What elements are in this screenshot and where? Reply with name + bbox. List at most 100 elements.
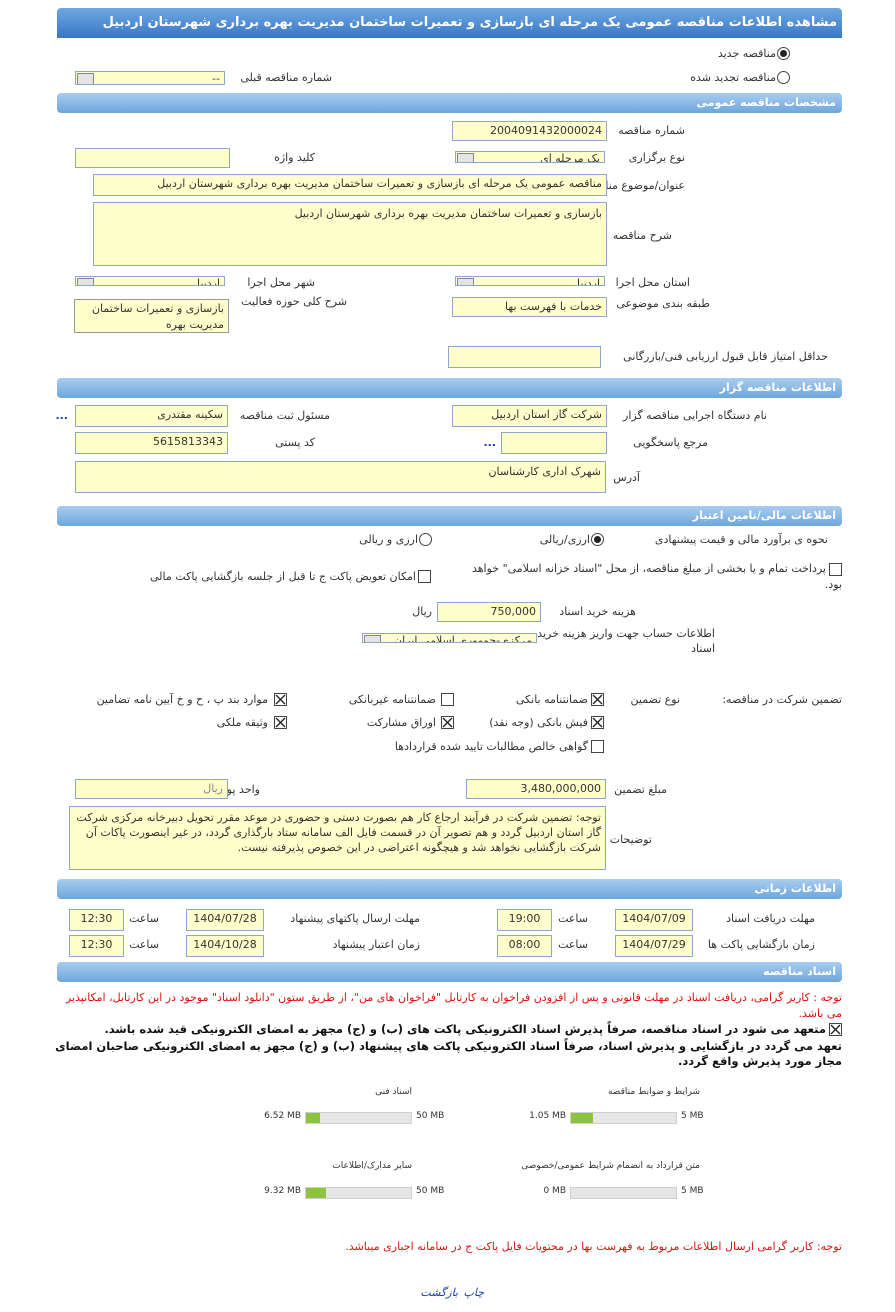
file-bar-track xyxy=(305,1187,412,1199)
select-button xyxy=(77,73,94,84)
input-box[interactable]: 2004091432000024 xyxy=(452,121,607,141)
file-bar-track xyxy=(305,1112,412,1124)
checkbox[interactable] xyxy=(441,716,454,729)
field-label: حداقل امتیاز قابل قبول ارزیابی فنی/بازرگ… xyxy=(623,350,828,363)
input-box[interactable]: سکینه مقتدری xyxy=(75,405,228,427)
field-label: اسناد فنی xyxy=(375,1087,412,1097)
input-box[interactable] xyxy=(75,148,230,168)
select-button xyxy=(77,278,94,285)
checkbox[interactable] xyxy=(591,693,604,706)
input-box[interactable]: بازسازی و تعمیرات ساختمان مدیریت بهره xyxy=(74,299,229,333)
field-label: فیش بانکی (وجه نقد) xyxy=(489,716,588,729)
select-box[interactable]: یک مرحله ای xyxy=(455,151,605,163)
radio[interactable] xyxy=(777,47,790,60)
radio[interactable] xyxy=(419,533,432,546)
field-label: وثیقه ملکی xyxy=(216,716,268,729)
input-box[interactable] xyxy=(448,346,601,368)
input-box[interactable]: 12:30 xyxy=(69,935,124,957)
field-label: مناقصه تجدید شده xyxy=(690,71,776,84)
field-label: ضمانتنامه غیربانکی xyxy=(348,693,436,706)
paragraph: توجه : کاربر گرامی، دریافت اسناد در مهلت… xyxy=(52,990,842,1022)
radio[interactable] xyxy=(777,71,790,84)
file-bar-fill xyxy=(306,1113,320,1123)
paragraph-text: اطلاعات حساب جهت واریز هزینه خرید اسناد xyxy=(537,627,715,655)
select-box[interactable]: اردبیل xyxy=(75,276,225,286)
input-box[interactable]: 1404/07/29 xyxy=(615,935,693,957)
checkbox[interactable] xyxy=(274,693,287,706)
input-box[interactable]: بازسازی و تعمیرات ساختمان مدیریت بهره بر… xyxy=(93,202,607,266)
field-label: توضیحات xyxy=(609,833,652,846)
paragraph: تعهد می گردد در بازگشایی و پذیرش اسناد، … xyxy=(52,1039,842,1069)
field-label: تضمین شرکت در مناقصه: xyxy=(722,693,842,706)
input-box[interactable]: 5615813343 xyxy=(75,432,228,454)
field-label: شرح کلی حوزه فعالیت xyxy=(241,295,347,308)
field-label: ارزی/ریالی xyxy=(539,533,590,546)
field-label: ساعت xyxy=(129,938,159,951)
field-label: هزینه خرید اسناد xyxy=(559,605,636,618)
radio-dot xyxy=(594,536,601,543)
select-box[interactable]: مرکزی-جمهوری اسلامی ایران xyxy=(362,633,537,643)
field-label: نام دستگاه اجرایی مناقصه گزار xyxy=(623,409,767,422)
paragraph: اطلاعات حساب جهت واریز هزینه خرید اسناد xyxy=(535,626,715,656)
radio[interactable] xyxy=(591,533,604,546)
input-box[interactable]: 3,480,000,000 xyxy=(466,779,606,799)
field-label: مناقصه جدید xyxy=(717,47,776,60)
input-box[interactable]: 12:30 xyxy=(69,909,124,931)
file-used: 1.05 MB xyxy=(529,1111,566,1121)
checkbox[interactable] xyxy=(829,562,842,576)
field-label: شهر محل اجرا xyxy=(247,276,315,289)
field-label[interactable]: چاپ xyxy=(463,1286,484,1299)
select-box[interactable]: -- xyxy=(75,71,225,85)
field-label: مرجع پاسخگویی xyxy=(633,436,708,449)
input-box[interactable]: خدمات با فهرست بها xyxy=(452,297,607,317)
input-box[interactable]: ریال xyxy=(75,779,228,799)
field-label: اوراق مشارکت xyxy=(366,716,436,729)
input-box[interactable]: شهرک اداری کارشناسان xyxy=(75,461,606,493)
file-used: 9.32 MB xyxy=(264,1186,301,1196)
input-box[interactable]: شرکت گاز استان اردبیل xyxy=(452,405,607,427)
checkbox[interactable] xyxy=(591,716,604,729)
field-label: متن قرارداد به انضمام شرایط عمومی/خصوصی xyxy=(521,1161,700,1171)
input-box[interactable]: 1404/07/28 xyxy=(186,909,264,931)
field-label: مسئول ثبت مناقصه xyxy=(239,409,330,422)
input-box[interactable]: 08:00 xyxy=(497,935,552,957)
checkbox[interactable] xyxy=(829,1023,842,1036)
select-box[interactable]: اردبیل xyxy=(455,276,605,286)
page-title: مشاهده اطلاعات مناقصه عمومی یک مرحله ای … xyxy=(57,8,842,38)
section-header: اطلاعات مناقصه گزار xyxy=(57,378,842,398)
paragraph-text: متعهد می شود در اسناد مناقصه، صرفاً پذیر… xyxy=(104,1022,826,1036)
field-label: نحوه ی برآورد مالی و قیمت پیشنهادی xyxy=(654,533,828,546)
file-bar-fill xyxy=(306,1188,326,1198)
select-text: یک مرحله ای xyxy=(540,152,600,163)
field-label: ضمانتنامه بانکی xyxy=(515,693,588,706)
file-bar-track xyxy=(570,1187,677,1199)
input-box[interactable]: 1404/07/09 xyxy=(615,909,693,931)
input-box[interactable]: 19:00 xyxy=(497,909,552,931)
input-box[interactable]: توجه: تضمین شرکت در فرآیند ارجاع کار هم … xyxy=(69,806,606,870)
field-label: ساعت xyxy=(558,938,588,951)
file-used: 0 MB xyxy=(543,1186,566,1196)
checkbox[interactable] xyxy=(274,716,287,729)
checkbox[interactable] xyxy=(418,570,431,583)
input-box[interactable]: مناقصه عمومی یک مرحله ای بازسازی و تعمیر… xyxy=(93,174,607,196)
select-button xyxy=(457,153,474,162)
checkbox[interactable] xyxy=(591,740,604,753)
field-label[interactable]: بازگشت xyxy=(420,1286,458,1299)
field-label: سایر مدارک/اطلاعات xyxy=(332,1161,412,1171)
input-box[interactable]: 1404/10/28 xyxy=(186,935,264,957)
field-label: نوع تضمین xyxy=(630,693,680,706)
field-label: گواهی خالص مطالبات تایید شده قراردادها xyxy=(394,740,588,753)
select-button xyxy=(457,278,474,285)
checkbox[interactable] xyxy=(441,693,454,706)
field-label: توجه: کاربر گرامی ارسال اطلاعات مربوط به… xyxy=(345,1240,842,1253)
select-text: اردبیل xyxy=(192,277,220,286)
field-label: زمان اعتبار پیشنهاد xyxy=(332,938,420,951)
input-box[interactable]: 750,000 xyxy=(437,602,541,622)
section-header: مشخصات مناقصه عمومی xyxy=(57,93,842,113)
input-box[interactable] xyxy=(501,432,607,454)
section-header: اطلاعات زمانی xyxy=(57,879,842,899)
file-used: 6.52 MB xyxy=(264,1111,301,1121)
paragraph-text: تعهد می گردد در بازگشایی و پذیرش اسناد، … xyxy=(55,1039,842,1068)
radio-dot xyxy=(780,50,787,57)
